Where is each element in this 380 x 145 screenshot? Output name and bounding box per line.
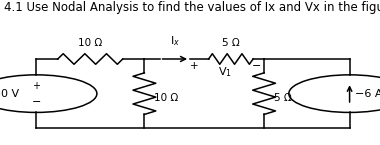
Text: +: + — [32, 81, 40, 91]
Text: +: + — [190, 61, 198, 71]
Text: 30 V: 30 V — [0, 89, 19, 99]
Text: −: − — [32, 97, 41, 107]
Text: 10 Ω: 10 Ω — [154, 93, 178, 103]
Text: V$_1$: V$_1$ — [218, 65, 232, 79]
Text: 10 Ω: 10 Ω — [78, 38, 102, 48]
Text: I$_x$: I$_x$ — [170, 35, 180, 48]
Text: −: − — [252, 61, 261, 71]
Text: −6 A: −6 A — [355, 89, 380, 99]
Text: 5 Ω: 5 Ω — [222, 38, 240, 48]
Text: 4.1 Use Nodal Analysis to find the values of Ix and Vx in the figure.: 4.1 Use Nodal Analysis to find the value… — [4, 1, 380, 14]
Text: 5 Ω: 5 Ω — [274, 93, 291, 103]
